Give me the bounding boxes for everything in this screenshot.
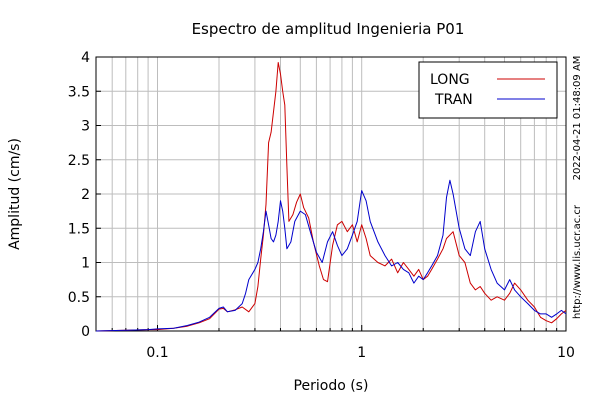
legend-box bbox=[418, 61, 558, 119]
y-tick-label: 2 bbox=[81, 187, 90, 203]
x-axis-label: Periodo (s) bbox=[294, 378, 369, 394]
y-tick-label: 2.5 bbox=[68, 153, 90, 169]
timestamp-annotation: 2022-04-21 01:48:09 AM bbox=[572, 56, 583, 181]
y-tick-label: 3.5 bbox=[68, 84, 90, 100]
x-tick-label: 1 bbox=[357, 345, 366, 361]
x-tick-label: 10 bbox=[557, 345, 575, 361]
y-tick-label: 0.5 bbox=[68, 290, 90, 306]
y-tick-label: 0 bbox=[81, 324, 90, 340]
legend-label-long: LONG bbox=[430, 72, 470, 88]
y-tick-label: 4 bbox=[81, 50, 90, 66]
series-line-tran bbox=[95, 179, 567, 332]
axis-ticks: 0 0.5 1 1.5 2 2.5 3 3.5 4 0.1 1 10 bbox=[68, 50, 575, 361]
chart-title: Espectro de amplitud Ingenieria P01 bbox=[192, 20, 465, 38]
y-tick-label: 3 bbox=[81, 119, 90, 135]
legend-label-tran: TRAN bbox=[434, 92, 473, 108]
series-layer bbox=[95, 62, 567, 332]
y-tick-label: 1.5 bbox=[68, 221, 90, 237]
y-axis-label: Amplitud (cm/s) bbox=[7, 138, 23, 250]
series-line-long bbox=[95, 62, 567, 332]
legend: LONG TRAN bbox=[418, 61, 558, 119]
y-tick-label: 1 bbox=[81, 256, 90, 272]
x-tick-label: 0.1 bbox=[146, 345, 168, 361]
source-url-annotation: http://www.lis.ucr.ac.cr bbox=[572, 204, 583, 319]
